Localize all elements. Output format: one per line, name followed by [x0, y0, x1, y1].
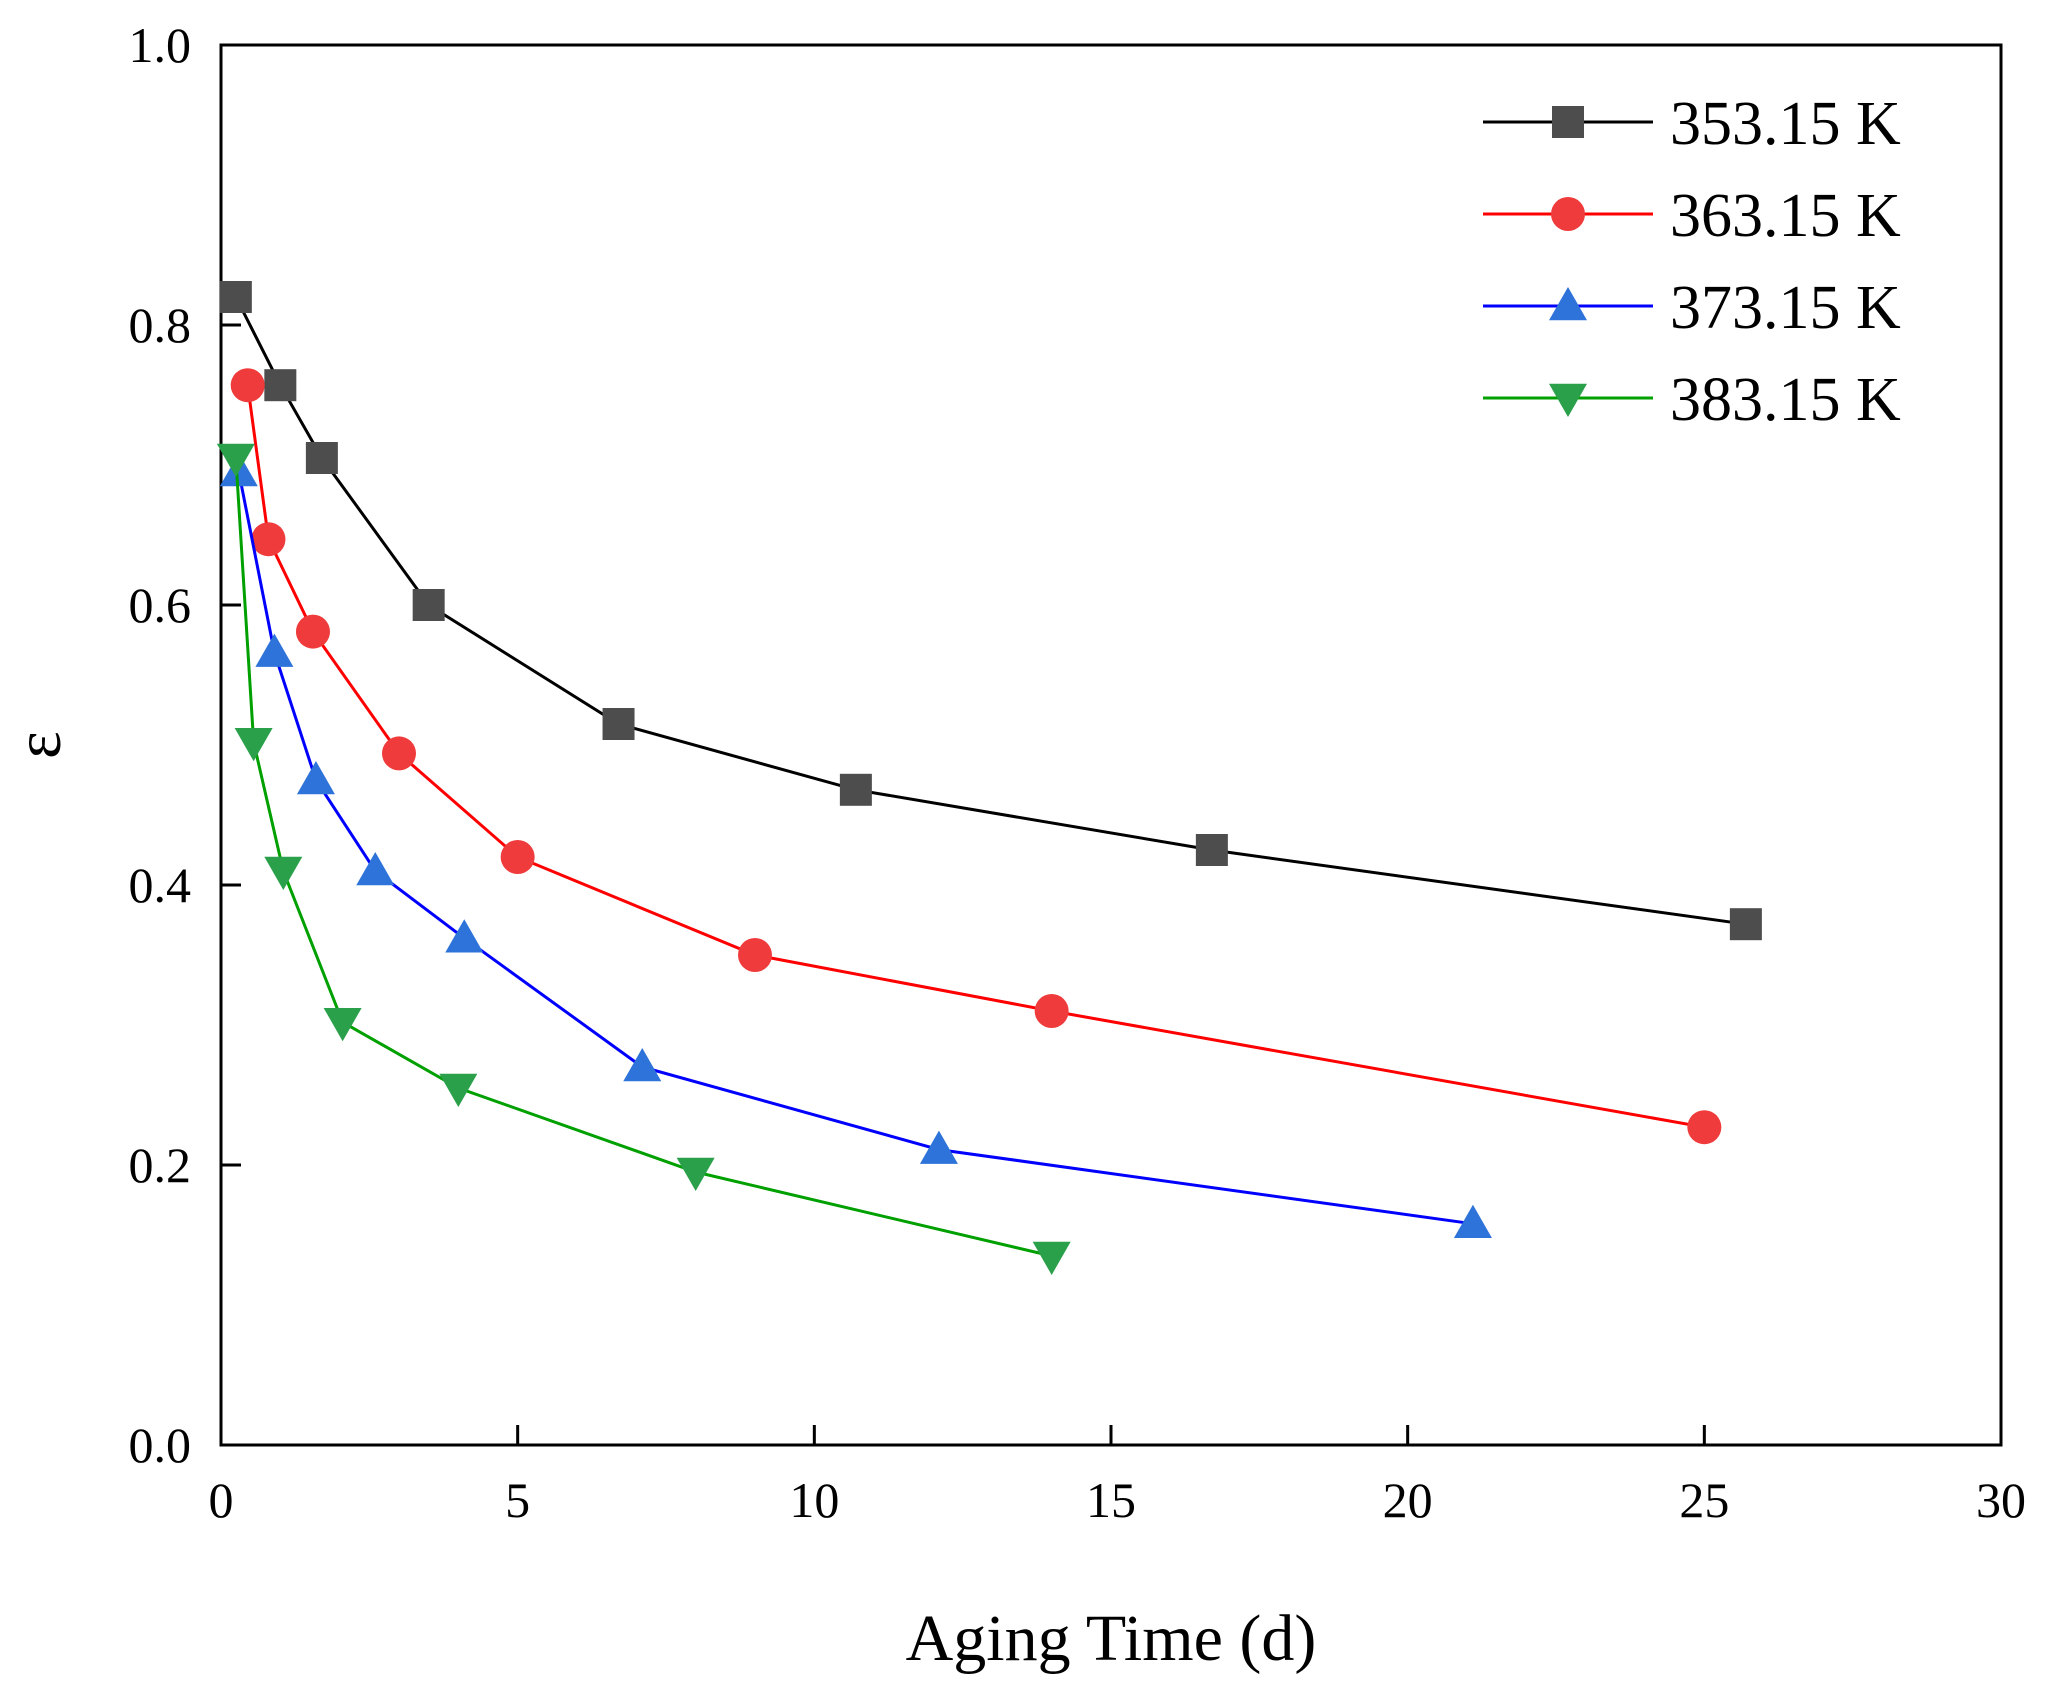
series-373-15-k: [219, 453, 1492, 1239]
data-point: [1195, 834, 1228, 866]
legend-entry: 353.15 K: [1483, 90, 1901, 158]
data-point: [230, 368, 265, 403]
x-axis-ticks: 0 5 10 15 20 25 30: [209, 1425, 2026, 1528]
y-axis-title: ε: [2, 731, 75, 759]
x-tick-label: 20: [1383, 1472, 1433, 1528]
data-point: [1687, 1110, 1722, 1145]
data-point: [1453, 1204, 1492, 1239]
plot-frame: [219, 43, 2003, 1447]
y-tick-label: 0.4: [129, 857, 192, 913]
data-point: [1729, 908, 1762, 941]
y-tick-label: 1.0: [129, 17, 192, 73]
data-point: [356, 852, 395, 886]
data-point: [919, 1130, 958, 1164]
data-point: [382, 736, 416, 771]
data-point: [445, 919, 484, 953]
data-point: [295, 614, 330, 649]
data-point: [500, 840, 535, 874]
data-point: [305, 442, 338, 474]
legend-entry: 373.15 K: [1483, 274, 1901, 342]
y-tick-label: 0.6: [129, 577, 192, 633]
series-363-15-k: [230, 368, 1722, 1145]
data-point: [216, 443, 255, 477]
data-point: [251, 522, 286, 557]
series-line: [234, 457, 1053, 1258]
series-383-15-k: [216, 443, 1071, 1275]
legend: 353.15 K 363.15 K 373.15 K 383.15 K: [1483, 90, 1901, 434]
data-point: [296, 761, 335, 795]
x-tick-label: 10: [789, 1472, 839, 1528]
data-point: [264, 856, 303, 890]
x-axis-title: Aging Time (d): [906, 1602, 1317, 1675]
legend-label: 353.15 K: [1670, 90, 1901, 158]
series-353-15-k: [219, 281, 1762, 941]
x-tick-label: 15: [1086, 1472, 1136, 1528]
legend-label: 383.15 K: [1670, 366, 1901, 434]
series-line: [234, 296, 1747, 926]
series-line: [246, 384, 1705, 1129]
y-tick-label: 0.8: [129, 297, 192, 353]
y-tick-label: 0.2: [129, 1137, 192, 1193]
data-point: [602, 708, 635, 740]
x-tick-label: 5: [505, 1472, 530, 1528]
data-point: [623, 1048, 662, 1082]
y-tick-label: 0.0: [129, 1417, 192, 1473]
legend-entry: 363.15 K: [1483, 182, 1901, 250]
x-tick-label: 25: [1679, 1472, 1729, 1528]
data-point: [323, 1007, 362, 1042]
y-axis-ticks: 0.0 0.2 0.4 0.6 0.8 1.0: [129, 17, 241, 1473]
legend-marker: [1549, 287, 1587, 321]
legend-marker: [1552, 106, 1584, 138]
x-tick-label: 0: [209, 1472, 234, 1528]
legend-label: 373.15 K: [1670, 274, 1901, 342]
legend-marker: [1551, 197, 1585, 231]
legend-label: 363.15 K: [1670, 182, 1901, 250]
data-point: [255, 633, 294, 667]
data-point: [219, 281, 252, 313]
x-tick-label: 30: [1976, 1472, 2026, 1528]
data-point: [234, 727, 273, 762]
series-layer: [216, 281, 1762, 1275]
data-point: [1034, 994, 1069, 1028]
legend-entry: 383.15 K: [1483, 366, 1901, 434]
data-point: [839, 773, 872, 806]
data-point: [264, 369, 297, 402]
data-point: [439, 1073, 478, 1107]
data-point: [1032, 1241, 1071, 1275]
series-line: [237, 471, 1474, 1226]
data-point: [738, 938, 772, 972]
data-point: [412, 589, 445, 621]
legend-marker: [1549, 383, 1587, 417]
data-point: [676, 1157, 715, 1191]
